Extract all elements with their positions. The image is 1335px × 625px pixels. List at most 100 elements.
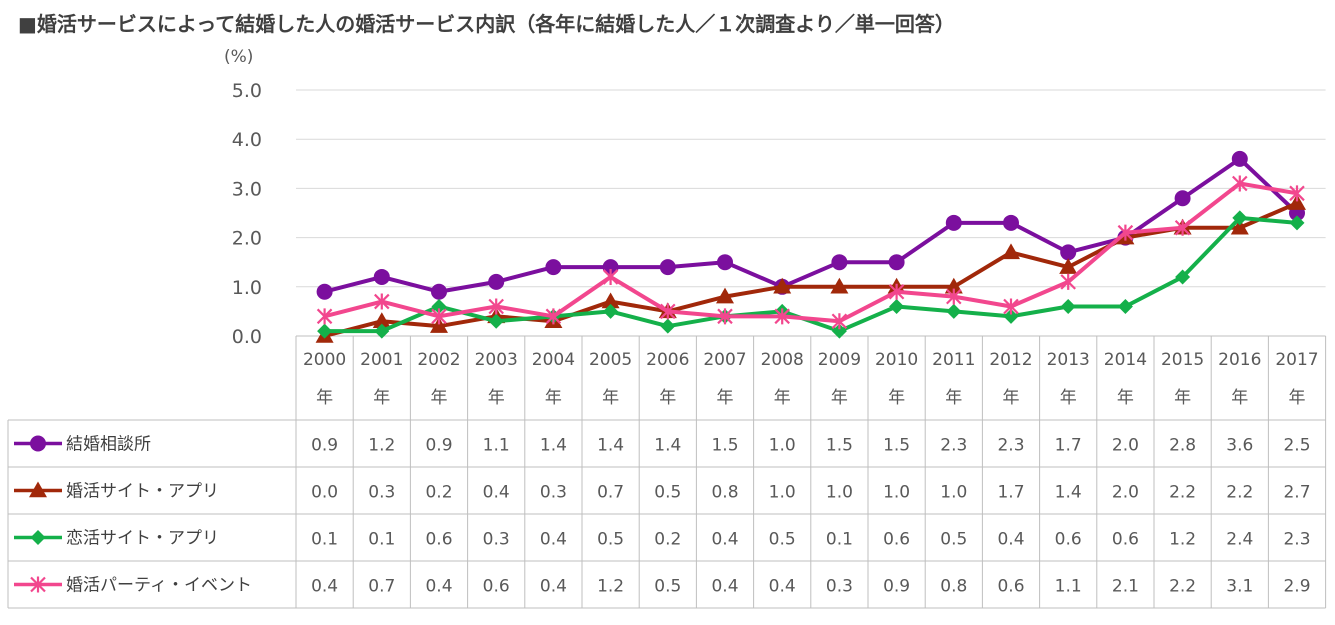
legend-label: 結婚相談所 bbox=[66, 435, 151, 455]
x-tick-label-suffix: 年 bbox=[1060, 388, 1077, 408]
y-tick-label: 3.0 bbox=[232, 178, 262, 200]
x-tick-label-suffix: 年 bbox=[717, 388, 734, 408]
data-point bbox=[1117, 224, 1134, 241]
data-table-cell: 2.1 bbox=[1112, 577, 1139, 597]
data-table-cell: 0.4 bbox=[540, 530, 567, 550]
data-table-cell: 0.5 bbox=[940, 530, 967, 550]
data-table-cell: 0.8 bbox=[940, 577, 967, 597]
data-table-cell: 0.1 bbox=[368, 530, 395, 550]
x-tick-label: 2006 bbox=[646, 350, 689, 370]
x-tick-label-suffix: 年 bbox=[373, 388, 390, 408]
data-point bbox=[545, 308, 562, 325]
data-point bbox=[831, 313, 848, 330]
data-table-cell: 0.7 bbox=[368, 577, 395, 597]
data-point bbox=[1288, 194, 1306, 210]
data-table-cell: 0.4 bbox=[997, 530, 1024, 550]
data-point bbox=[773, 277, 792, 294]
x-tick-label: 2011 bbox=[932, 350, 975, 370]
x-tick-label: 2003 bbox=[475, 350, 518, 370]
data-point bbox=[431, 308, 447, 325]
data-table-cell: 0.7 bbox=[597, 483, 624, 503]
data-point bbox=[1230, 218, 1249, 235]
data-table-cell: 0.6 bbox=[1055, 530, 1082, 550]
data-point bbox=[889, 298, 905, 314]
data-point bbox=[1174, 219, 1191, 236]
data-table-cell: 0.6 bbox=[483, 577, 510, 597]
x-tick-label: 2008 bbox=[761, 350, 804, 370]
data-table-cell: 0.1 bbox=[826, 530, 853, 550]
data-table-cell: 1.4 bbox=[540, 436, 567, 456]
x-tick-label-suffix: 年 bbox=[659, 388, 676, 408]
series-line bbox=[324, 156, 1299, 294]
data-point bbox=[1060, 244, 1077, 261]
data-table-cell: 0.6 bbox=[1112, 530, 1139, 550]
data-point bbox=[430, 317, 448, 333]
x-tick-label-suffix: 年 bbox=[1003, 388, 1020, 408]
data-point bbox=[888, 283, 905, 300]
y-tick-label: 0.0 bbox=[232, 326, 262, 348]
x-tick-label-suffix: 年 bbox=[488, 388, 505, 408]
data-table-cell: 1.4 bbox=[654, 436, 681, 456]
x-tick-label-suffix: 年 bbox=[774, 388, 791, 408]
x-tick-label: 2000 bbox=[303, 350, 346, 370]
legend-key-marker bbox=[30, 576, 46, 593]
data-point bbox=[317, 323, 333, 339]
data-point bbox=[716, 287, 734, 304]
data-point bbox=[717, 254, 733, 271]
x-tick-label: 2005 bbox=[589, 350, 632, 370]
x-tick-label-suffix: 年 bbox=[1289, 388, 1306, 408]
data-table-cell: 0.4 bbox=[711, 530, 738, 550]
data-point bbox=[1175, 269, 1191, 285]
x-tick-label: 2001 bbox=[360, 350, 403, 370]
data-table-cell: 0.6 bbox=[997, 577, 1024, 597]
data-point bbox=[602, 259, 619, 276]
data-point bbox=[1289, 185, 1305, 202]
x-tick-label: 2016 bbox=[1218, 350, 1261, 370]
data-point bbox=[374, 323, 390, 339]
data-point bbox=[316, 283, 333, 300]
x-tick-label: 2014 bbox=[1104, 350, 1147, 370]
data-table-cell: 2.2 bbox=[1169, 577, 1196, 597]
data-point bbox=[1231, 150, 1248, 167]
data-table-cell: 0.6 bbox=[883, 530, 910, 550]
data-point bbox=[1060, 273, 1076, 290]
data-point bbox=[945, 214, 962, 231]
legend-key-marker bbox=[29, 481, 47, 498]
x-tick-label-suffix: 年 bbox=[1231, 388, 1248, 408]
data-point bbox=[1232, 210, 1248, 226]
data-point bbox=[888, 254, 905, 271]
data-point bbox=[602, 268, 619, 285]
data-point bbox=[659, 259, 676, 276]
x-tick-label-suffix: 年 bbox=[545, 388, 562, 408]
series-1 bbox=[316, 150, 1305, 300]
data-point bbox=[1174, 190, 1191, 207]
data-table-cell: 0.3 bbox=[540, 483, 567, 503]
chart-title: ■婚活サービスによって結婚した人の婚活サービス内訳（各年に結婚した人／１次調査よ… bbox=[18, 12, 955, 36]
data-point bbox=[831, 323, 847, 339]
data-table-cell: 1.2 bbox=[368, 436, 395, 456]
data-table-cell: 0.4 bbox=[711, 577, 738, 597]
data-table-cell: 3.6 bbox=[1226, 436, 1253, 456]
data-point bbox=[1002, 243, 1020, 260]
data-point bbox=[373, 268, 390, 285]
data-point bbox=[488, 273, 505, 290]
data-table-cell: 2.3 bbox=[1283, 530, 1310, 550]
legend-key-marker bbox=[30, 435, 46, 452]
y-tick-label: 5.0 bbox=[232, 80, 262, 102]
data-point bbox=[1059, 258, 1078, 274]
data-table-cell: 0.0 bbox=[311, 483, 338, 503]
data-table-cell: 1.7 bbox=[997, 483, 1024, 503]
data-table-cell: 0.4 bbox=[540, 577, 567, 597]
data-table-cell: 0.3 bbox=[483, 530, 510, 550]
x-tick-label-suffix: 年 bbox=[888, 388, 905, 408]
data-point bbox=[717, 308, 733, 325]
y-unit-label: (%) bbox=[224, 47, 253, 67]
data-table-cell: 0.8 bbox=[711, 483, 738, 503]
data-table-cell: 1.0 bbox=[769, 436, 796, 456]
data-table-cell: 0.4 bbox=[311, 577, 338, 597]
data-table-cell: 2.8 bbox=[1169, 436, 1196, 456]
data-table-cell: 0.5 bbox=[654, 577, 681, 597]
data-table-cell: 0.2 bbox=[654, 530, 681, 550]
x-tick-label: 2015 bbox=[1161, 350, 1204, 370]
